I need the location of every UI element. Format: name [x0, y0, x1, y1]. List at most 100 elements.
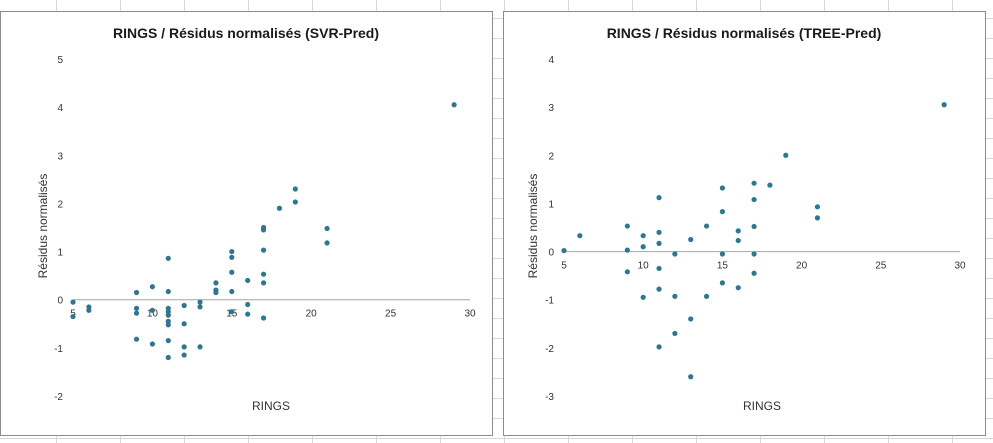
data-point[interactable] [703, 223, 710, 229]
y-tick-label: -2 [545, 344, 554, 355]
data-point[interactable] [149, 307, 155, 313]
y-axis-label: Résidus normalisés [36, 174, 50, 279]
data-point[interactable] [672, 251, 678, 257]
data-point[interactable] [197, 344, 203, 350]
data-point[interactable] [688, 236, 694, 243]
data-point[interactable] [719, 280, 725, 286]
y-tick-label: 3 [57, 151, 63, 162]
data-point[interactable] [229, 309, 235, 315]
data-point[interactable] [165, 338, 171, 344]
data-point[interactable] [735, 285, 741, 291]
data-point[interactable] [719, 185, 725, 191]
data-point[interactable] [751, 196, 757, 203]
chart-tree[interactable]: RINGS / Résidus normalisés (TREE-Pred) R… [503, 11, 986, 436]
data-point[interactable] [181, 344, 187, 350]
data-point[interactable] [133, 305, 140, 311]
data-point[interactable] [451, 102, 457, 108]
data-point[interactable] [149, 341, 155, 347]
data-point[interactable] [719, 209, 725, 215]
data-point[interactable] [245, 301, 251, 308]
data-point[interactable] [640, 294, 646, 300]
data-point[interactable] [181, 321, 187, 327]
y-axis-label: Résidus normalisés [526, 174, 540, 279]
data-point[interactable] [324, 240, 330, 246]
data-point[interactable] [656, 229, 662, 235]
data-point[interactable] [672, 330, 678, 337]
data-point[interactable] [149, 284, 155, 290]
data-point[interactable] [767, 182, 773, 188]
chart-svr[interactable]: RINGS / Résidus normalisés (SVR-Pred) RI… [0, 11, 493, 436]
data-point[interactable] [165, 322, 171, 328]
data-point[interactable] [260, 227, 267, 233]
data-point[interactable] [703, 293, 710, 299]
data-point[interactable] [165, 312, 171, 318]
data-point[interactable] [213, 289, 219, 296]
data-point[interactable] [656, 195, 662, 201]
data-point[interactable] [86, 307, 92, 313]
data-point[interactable] [672, 293, 678, 299]
data-point[interactable] [292, 199, 298, 205]
data-point[interactable] [165, 288, 171, 295]
chart-title: RINGS / Résidus normalisés (TREE-Pred) [607, 25, 882, 41]
y-tick-label: -1 [545, 296, 554, 307]
data-point[interactable] [688, 316, 694, 322]
data-point[interactable] [165, 255, 171, 261]
data-point[interactable] [213, 280, 219, 286]
data-point[interactable] [814, 204, 821, 210]
data-point[interactable] [640, 233, 646, 239]
data-point[interactable] [181, 352, 187, 358]
data-point[interactable] [719, 251, 725, 257]
data-point[interactable] [165, 354, 171, 361]
y-tick-label: 3 [548, 103, 554, 114]
data-point[interactable] [656, 286, 662, 292]
data-point[interactable] [624, 247, 630, 253]
y-tick-label: 4 [57, 103, 63, 114]
data-point[interactable] [751, 223, 757, 230]
data-point[interactable] [735, 228, 741, 234]
data-point[interactable] [181, 302, 187, 309]
data-point[interactable] [197, 304, 203, 310]
chart-svr-svg: RINGS / Résidus normalisés (SVR-Pred) RI… [36, 25, 476, 413]
data-point[interactable] [229, 288, 235, 295]
data-point[interactable] [783, 152, 789, 158]
data-point[interactable] [229, 269, 235, 275]
data-point[interactable] [577, 233, 583, 239]
data-point[interactable] [751, 180, 757, 186]
data-point[interactable] [688, 374, 694, 380]
data-point[interactable] [656, 240, 662, 246]
data-point[interactable] [229, 254, 235, 260]
data-point[interactable] [735, 237, 741, 244]
data-point[interactable] [751, 251, 757, 257]
data-point[interactable] [640, 244, 646, 250]
data-point[interactable] [324, 225, 330, 232]
data-point[interactable] [245, 277, 251, 284]
y-tick-label: 1 [57, 248, 63, 259]
data-point[interactable] [260, 280, 267, 286]
data-point[interactable] [260, 271, 267, 277]
data-point[interactable] [133, 289, 140, 296]
data-point[interactable] [814, 215, 821, 221]
y-tick-label: 2 [548, 151, 554, 162]
data-point[interactable] [245, 311, 251, 317]
data-point[interactable] [133, 310, 140, 316]
data-point[interactable] [70, 313, 76, 320]
data-point[interactable] [624, 223, 630, 229]
data-point[interactable] [276, 205, 283, 211]
x-tick-label: 10 [638, 261, 650, 272]
x-axis-label: RINGS [252, 399, 290, 413]
data-point[interactable] [751, 270, 757, 276]
y-tick-label: 4 [548, 55, 554, 66]
data-point[interactable] [656, 265, 662, 272]
data-point[interactable] [941, 102, 947, 108]
data-point[interactable] [260, 247, 267, 253]
y-tick-label: 5 [57, 55, 63, 66]
data-point[interactable] [624, 269, 630, 275]
data-point[interactable] [133, 336, 140, 342]
data-point[interactable] [229, 248, 235, 255]
data-point[interactable] [260, 315, 267, 321]
data-point[interactable] [70, 299, 76, 305]
data-point[interactable] [197, 299, 203, 305]
data-point[interactable] [656, 344, 662, 350]
data-point[interactable] [292, 186, 298, 192]
data-point[interactable] [561, 248, 567, 254]
